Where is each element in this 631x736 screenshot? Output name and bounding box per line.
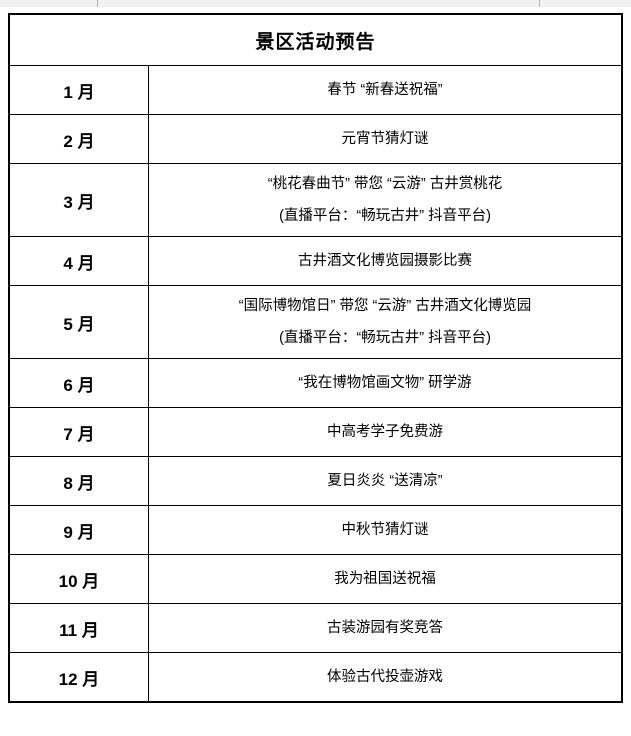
activity-cell: 元宵节猜灯谜 <box>149 115 621 163</box>
month-cell: 11 月 <box>10 604 149 652</box>
activity-subtext: (直播平台：“畅玩古井” 抖音平台) <box>279 208 491 224</box>
activity-cell: 体验古代投壶游戏 <box>149 653 621 701</box>
table-row-february: 2 月 元宵节猜灯谜 <box>10 114 621 163</box>
gridline-tick <box>539 0 540 7</box>
month-cell: 3 月 <box>10 164 149 236</box>
activity-cell: 我为祖国送祝福 <box>149 555 621 603</box>
table-row-september: 9 月 中秋节猜灯谜 <box>10 505 621 554</box>
table-row-october: 10 月 我为祖国送祝福 <box>10 554 621 603</box>
activity-cell: “国际博物馆日” 带您 “云游” 古井酒文化博览园 (直播平台：“畅玩古井” 抖… <box>149 286 621 358</box>
activity-text: “桃花春曲节” 带您 “云游” 古井赏桃花 <box>267 176 503 192</box>
month-cell: 5 月 <box>10 286 149 358</box>
month-cell: 1 月 <box>10 66 149 114</box>
activity-cell: 古装游园有奖竞答 <box>149 604 621 652</box>
top-edge-strip <box>0 0 631 7</box>
activity-text: 我为祖国送祝福 <box>334 571 436 587</box>
table-row-march: 3 月 “桃花春曲节” 带您 “云游” 古井赏桃花 (直播平台：“畅玩古井” 抖… <box>10 163 621 236</box>
activity-text: 古装游园有奖竞答 <box>327 620 443 636</box>
activity-cell: 古井酒文化博览园摄影比赛 <box>149 237 621 285</box>
activity-text: 元宵节猜灯谜 <box>341 131 429 147</box>
table-row-june: 6 月 “我在博物馆画文物” 研学游 <box>10 358 621 407</box>
table-row-may: 5 月 “国际博物馆日” 带您 “云游” 古井酒文化博览园 (直播平台：“畅玩古… <box>10 285 621 358</box>
activity-cell: “桃花春曲节” 带您 “云游” 古井赏桃花 (直播平台：“畅玩古井” 抖音平台) <box>149 164 621 236</box>
activity-text: 春节 “新春送祝福” <box>327 82 443 98</box>
table-row-april: 4 月 古井酒文化博览园摄影比赛 <box>10 236 621 285</box>
table-title: 景区活动预告 <box>255 31 376 53</box>
month-cell: 12 月 <box>10 653 149 701</box>
activity-subtext: (直播平台：“畅玩古井” 抖音平台) <box>279 330 491 346</box>
activity-text: “我在博物馆画文物” 研学游 <box>298 375 472 391</box>
month-cell: 10 月 <box>10 555 149 603</box>
activity-text: 中高考学子免费游 <box>327 424 443 440</box>
table-row-january: 1 月 春节 “新春送祝福” <box>10 65 621 114</box>
table-row-august: 8 月 夏日炎炎 “送清凉” <box>10 456 621 505</box>
activity-cell: 中高考学子免费游 <box>149 408 621 456</box>
table-title-row: 景区活动预告 <box>10 15 621 65</box>
activity-text: 夏日炎炎 “送清凉” <box>327 473 443 489</box>
activity-cell: 中秋节猜灯谜 <box>149 506 621 554</box>
activity-schedule-table: 景区活动预告 1 月 春节 “新春送祝福” 2 月 元宵节猜灯谜 3 月 “桃花… <box>8 13 623 703</box>
gridline-tick <box>97 0 98 7</box>
month-cell: 7 月 <box>10 408 149 456</box>
month-cell: 6 月 <box>10 359 149 407</box>
month-cell: 2 月 <box>10 115 149 163</box>
month-cell: 9 月 <box>10 506 149 554</box>
table-row-december: 12 月 体验古代投壶游戏 <box>10 652 621 701</box>
activity-text: 古井酒文化博览园摄影比赛 <box>298 253 472 269</box>
activity-text: 体验古代投壶游戏 <box>327 669 443 685</box>
month-cell: 4 月 <box>10 237 149 285</box>
activity-cell: 夏日炎炎 “送清凉” <box>149 457 621 505</box>
activity-text: 中秋节猜灯谜 <box>341 522 429 538</box>
activity-cell: 春节 “新春送祝福” <box>149 66 621 114</box>
table-row-july: 7 月 中高考学子免费游 <box>10 407 621 456</box>
activity-text: “国际博物馆日” 带您 “云游” 古井酒文化博览园 <box>238 298 532 314</box>
month-cell: 8 月 <box>10 457 149 505</box>
table-row-november: 11 月 古装游园有奖竞答 <box>10 603 621 652</box>
activity-cell: “我在博物馆画文物” 研学游 <box>149 359 621 407</box>
